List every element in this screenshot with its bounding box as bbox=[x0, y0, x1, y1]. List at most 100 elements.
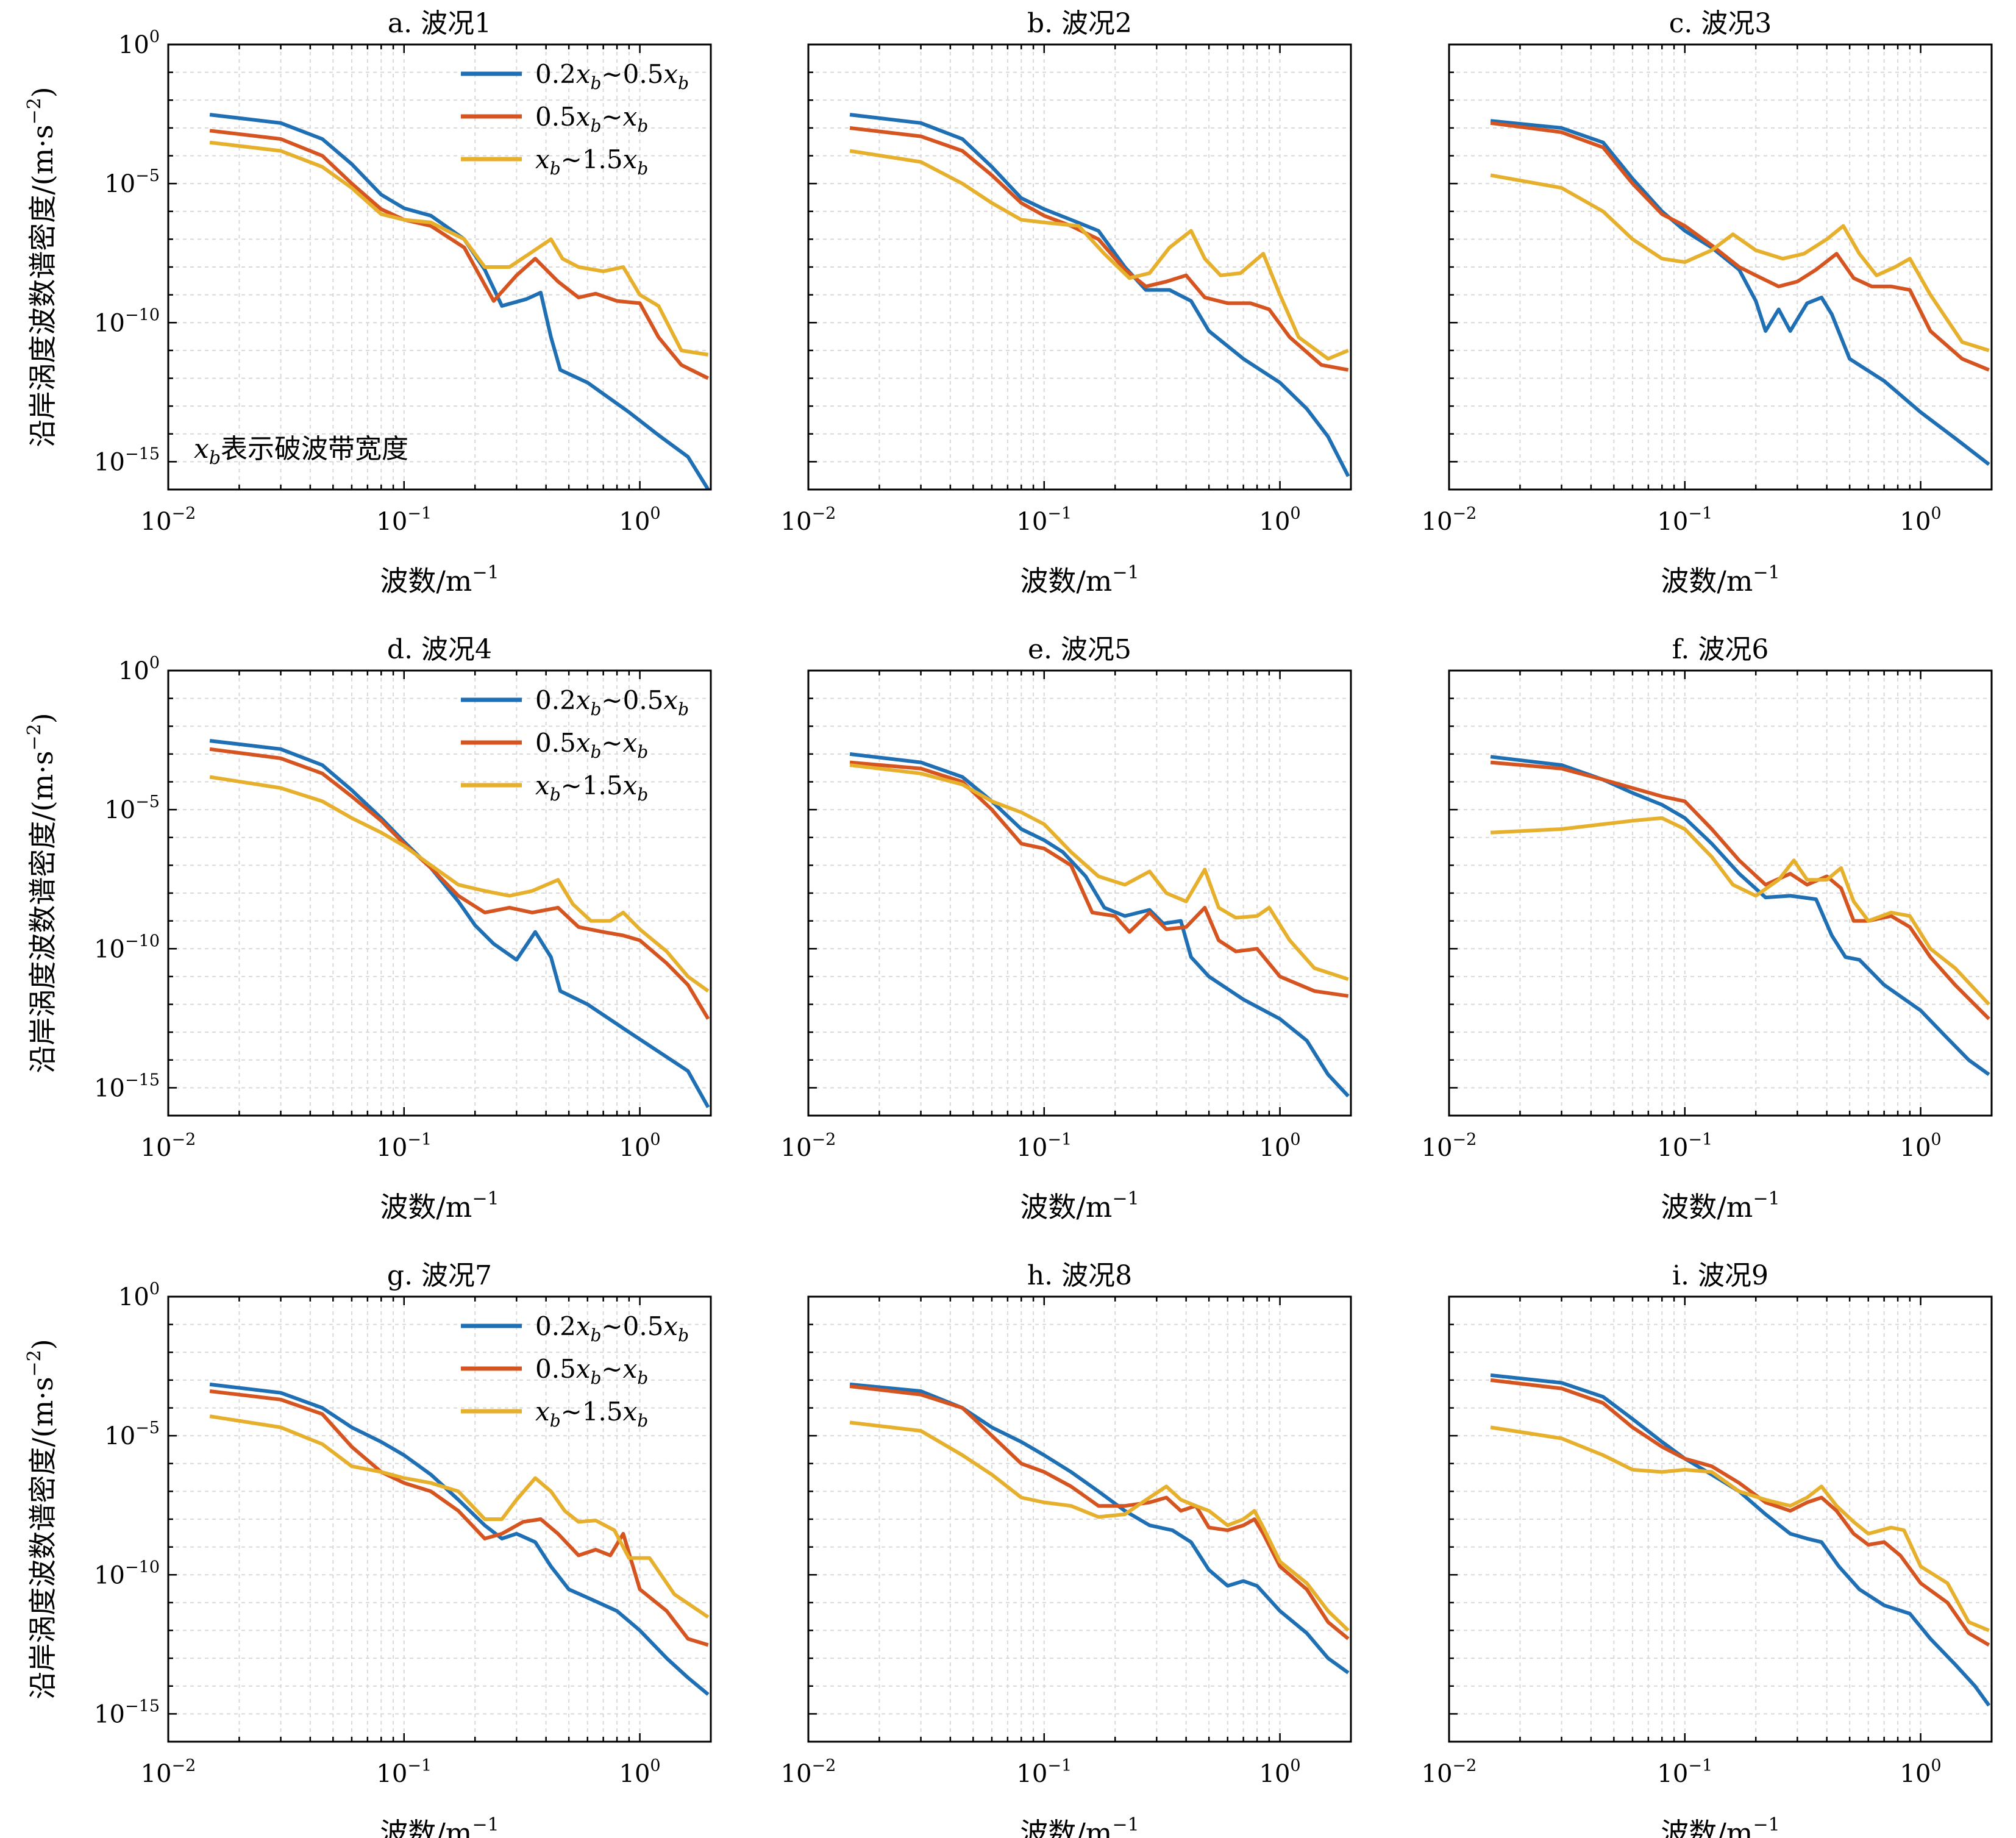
panel-8: 10−2 10−1 100 h. 波况8 波数/m−1 bbox=[781, 1260, 1352, 1838]
y-tick-label: 10−15 bbox=[94, 1070, 160, 1102]
series-line-s2 bbox=[1490, 760, 1990, 1021]
y-tick-label: 10−15 bbox=[94, 1697, 160, 1728]
series-group bbox=[209, 739, 710, 1108]
series-group bbox=[209, 113, 710, 490]
x-tick-label: 100 bbox=[1900, 1756, 1942, 1788]
series-line-s3 bbox=[1490, 1425, 1990, 1633]
y-tick-label: 10−5 bbox=[104, 166, 160, 198]
series-line-s1 bbox=[209, 1382, 710, 1696]
legend-entry: xb~1.5xb bbox=[535, 771, 648, 805]
series-group bbox=[1490, 1373, 1991, 1707]
panel-5: 10−2 10−1 100 e. 波况5 波数/m−1 bbox=[781, 634, 1352, 1224]
x-tick-label: 10−1 bbox=[1016, 504, 1072, 536]
x-tick-label: 10−2 bbox=[141, 1756, 196, 1788]
panel-3: 10−2 10−1 100 c. 波况3 波数/m−1 bbox=[1422, 8, 1993, 597]
x-tick-label: 100 bbox=[619, 504, 661, 536]
legend-entry: 0.5xb~xb bbox=[535, 728, 648, 762]
legend-entry: 0.5xb~xb bbox=[535, 1354, 648, 1388]
series-line-s1 bbox=[849, 113, 1350, 477]
legend: 0.2xb~0.5xb 0.5xb~xb xb~1.5xb bbox=[461, 59, 689, 179]
series-group bbox=[1490, 119, 1990, 466]
series-line-s1 bbox=[209, 113, 710, 490]
panel-1: 10−2 10−1 100 100 10−5 10−10 10−15 a. 波况1 波数/m−1… bbox=[24, 8, 712, 597]
legend-entry: xb~1.5xb bbox=[535, 144, 648, 179]
series-group bbox=[1490, 755, 1990, 1077]
legend: 0.2xb~0.5xb 0.5xb~xb xb~1.5xb bbox=[461, 685, 689, 805]
x-tick-label: 10−2 bbox=[141, 1130, 196, 1162]
x-tick-label: 10−2 bbox=[781, 504, 836, 536]
x-tick-label: 10−1 bbox=[376, 1756, 432, 1788]
x-tick-label: 100 bbox=[619, 1756, 661, 1788]
x-tick-label: 100 bbox=[1900, 1130, 1942, 1162]
series-group bbox=[209, 1382, 710, 1696]
series-line-s2 bbox=[849, 126, 1349, 372]
x-tick-label: 10−2 bbox=[1422, 1130, 1477, 1162]
y-tick-label: 10−5 bbox=[104, 1419, 160, 1450]
grid bbox=[168, 45, 711, 490]
series-line-s3 bbox=[209, 1414, 710, 1619]
grid bbox=[808, 671, 1351, 1116]
series-line-s3 bbox=[209, 140, 709, 357]
chart-title: b. 波况2 bbox=[1027, 8, 1132, 39]
chart-title: e. 波况5 bbox=[1028, 634, 1131, 665]
grid bbox=[168, 1297, 711, 1742]
legend-entry: 0.2xb~0.5xb bbox=[535, 59, 689, 93]
x-axis-label: 波数/m−1 bbox=[1020, 562, 1139, 597]
x-tick-label: 10−1 bbox=[1657, 504, 1712, 536]
panel-9: 10−2 10−1 100 i. 波况9 波数/m−1 bbox=[1422, 1260, 1993, 1838]
legend-entry: 0.2xb~0.5xb bbox=[535, 685, 689, 719]
series-line-s1 bbox=[1490, 1373, 1991, 1707]
x-tick-label: 10−1 bbox=[1657, 1756, 1712, 1788]
series-line-s2 bbox=[209, 1389, 709, 1647]
series-line-s3 bbox=[209, 775, 710, 993]
chart-title: h. 波况8 bbox=[1027, 1260, 1132, 1291]
panel-4: 10−2 10−1 100 100 10−5 10−10 10−15 d. 波况4 波数/m−1… bbox=[24, 634, 712, 1224]
series-line-s2 bbox=[849, 1384, 1350, 1640]
series-line-s2 bbox=[849, 760, 1349, 998]
legend-entry: 0.5xb~xb bbox=[535, 102, 648, 136]
y-tick-label: 10−10 bbox=[94, 305, 160, 337]
y-tick-label: 100 bbox=[118, 654, 160, 685]
y-tick-label: 10−5 bbox=[104, 793, 160, 824]
series-line-s3 bbox=[849, 149, 1349, 361]
grid bbox=[1449, 671, 1992, 1116]
y-tick-label: 10−10 bbox=[94, 1558, 160, 1589]
legend-entry: 0.2xb~0.5xb bbox=[535, 1311, 689, 1345]
series-line-s1 bbox=[209, 739, 710, 1108]
grid bbox=[168, 671, 711, 1116]
x-tick-label: 10−1 bbox=[1016, 1130, 1072, 1162]
legend-entry: xb~1.5xb bbox=[535, 1397, 648, 1431]
chart-title: f. 波况6 bbox=[1672, 634, 1769, 665]
x-axis-label: 波数/m−1 bbox=[1020, 1814, 1139, 1838]
series-line-s2 bbox=[1490, 1378, 1990, 1647]
x-tick-label: 10−1 bbox=[1657, 1130, 1712, 1162]
x-tick-label: 100 bbox=[1259, 1756, 1301, 1788]
y-tick-label: 100 bbox=[118, 27, 160, 59]
panel-2: 10−2 10−1 100 b. 波况2 波数/m−1 bbox=[781, 8, 1352, 597]
series-group bbox=[849, 752, 1350, 1098]
chart-title: g. 波况7 bbox=[387, 1260, 492, 1291]
x-axis-label: 波数/m−1 bbox=[1661, 562, 1779, 597]
x-tick-label: 10−1 bbox=[1016, 1756, 1072, 1788]
y-tick-label: 10−10 bbox=[94, 931, 160, 963]
x-axis-label: 波数/m−1 bbox=[380, 1188, 499, 1224]
x-tick-label: 10−2 bbox=[781, 1130, 836, 1162]
x-tick-label: 100 bbox=[1259, 504, 1301, 536]
x-tick-label: 100 bbox=[1900, 504, 1942, 536]
series-group bbox=[849, 1382, 1350, 1675]
y-axis-label: 沿岸涡度波数谱密度/(m·s−2) bbox=[24, 87, 59, 447]
x-axis-label: 波数/m−1 bbox=[380, 562, 499, 597]
chart-title: i. 波况9 bbox=[1672, 1260, 1768, 1291]
series-group bbox=[849, 113, 1350, 477]
x-tick-label: 10−2 bbox=[781, 1756, 836, 1788]
series-line-s1 bbox=[849, 752, 1350, 1098]
series-line-s2 bbox=[1490, 121, 1990, 372]
legend: 0.2xb~0.5xb 0.5xb~xb xb~1.5xb bbox=[461, 1311, 689, 1431]
y-axis-label: 沿岸涡度波数谱密度/(m·s−2) bbox=[24, 713, 59, 1073]
series-line-s3 bbox=[1490, 173, 1990, 352]
series-line-s3 bbox=[849, 763, 1349, 981]
x-tick-label: 10−1 bbox=[376, 504, 432, 536]
panel-7: 10−2 10−1 100 100 10−5 10−10 10−15 g. 波况7 波数/m−1… bbox=[24, 1260, 712, 1838]
series-line-s1 bbox=[1490, 119, 1990, 466]
series-line-s3 bbox=[1490, 816, 1990, 1006]
